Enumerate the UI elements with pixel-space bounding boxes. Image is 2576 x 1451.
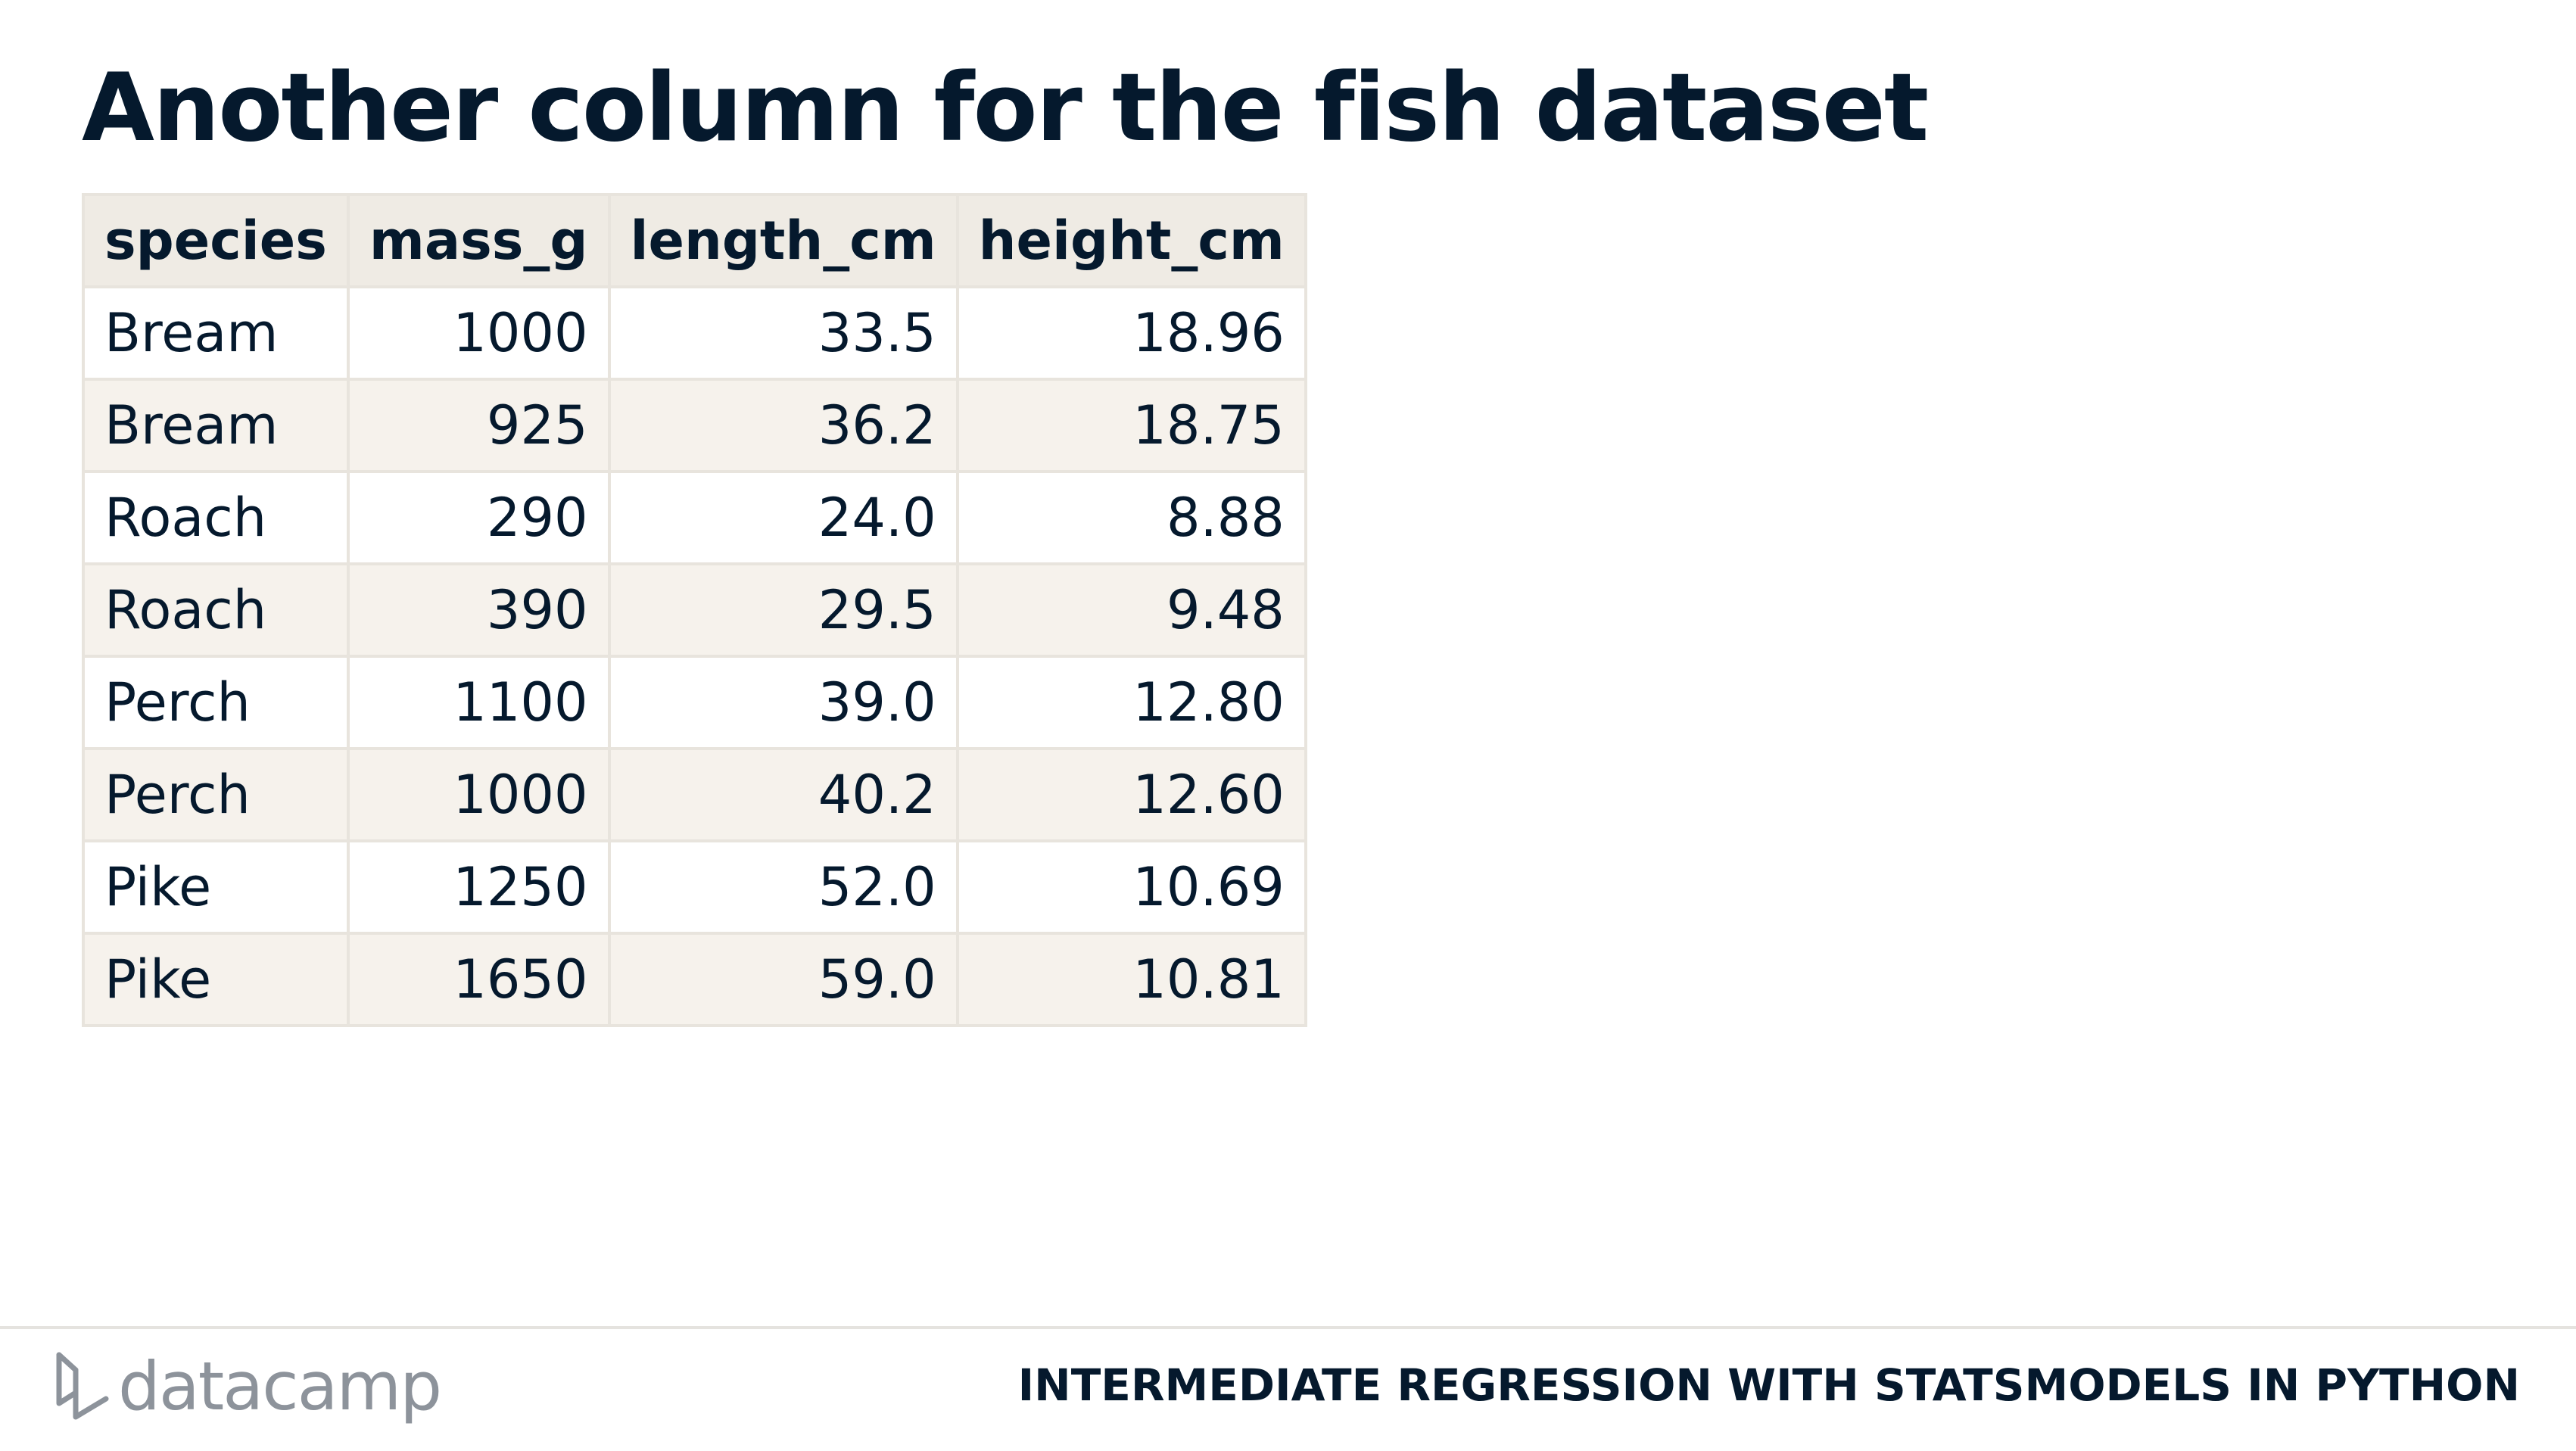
table-header: species mass_g length_cm height_cm	[82, 193, 1307, 288]
table-header-row: species mass_g length_cm height_cm	[82, 193, 1307, 288]
fish-data-table: species mass_g length_cm height_cm Bream…	[82, 193, 1307, 1027]
cell-mass-g: 390	[346, 562, 611, 658]
cell-height-cm: 8.88	[955, 470, 1307, 565]
cell-mass-g: 1000	[346, 747, 611, 842]
cell-height-cm: 9.48	[955, 562, 1307, 658]
cell-mass-g: 1250	[346, 839, 611, 935]
cell-length-cm: 59.0	[607, 932, 959, 1027]
cell-height-cm: 10.81	[955, 932, 1307, 1027]
cell-species: Pike	[82, 839, 350, 935]
cell-height-cm: 10.69	[955, 839, 1307, 935]
cell-species: Bream	[82, 378, 350, 473]
column-header-length-cm: length_cm	[607, 193, 959, 288]
slide-title: Another column for the fish dataset	[82, 54, 1929, 163]
cell-mass-g: 1000	[346, 285, 611, 381]
cell-mass-g: 1100	[346, 655, 611, 750]
cell-mass-g: 290	[346, 470, 611, 565]
table-row: Pike 1650 59.0 10.81	[82, 932, 1307, 1027]
datacamp-logo-text: datacamp	[118, 1347, 442, 1425]
table-row: Bream 1000 33.5 18.96	[82, 285, 1307, 381]
cell-length-cm: 24.0	[607, 470, 959, 565]
cell-height-cm: 12.80	[955, 655, 1307, 750]
table-row: Bream 925 36.2 18.75	[82, 378, 1307, 473]
table-row: Perch 1100 39.0 12.80	[82, 655, 1307, 750]
table-row: Perch 1000 40.2 12.60	[82, 747, 1307, 842]
cell-length-cm: 36.2	[607, 378, 959, 473]
cell-species: Roach	[82, 562, 350, 658]
cell-height-cm: 18.96	[955, 285, 1307, 381]
cell-height-cm: 18.75	[955, 378, 1307, 473]
cell-length-cm: 39.0	[607, 655, 959, 750]
datacamp-logo: datacamp	[53, 1347, 442, 1425]
column-header-height-cm: height_cm	[955, 193, 1307, 288]
cell-length-cm: 40.2	[607, 747, 959, 842]
cell-species: Perch	[82, 655, 350, 750]
cell-species: Bream	[82, 285, 350, 381]
table-row: Roach 290 24.0 8.88	[82, 470, 1307, 565]
cell-species: Roach	[82, 470, 350, 565]
course-title: INTERMEDIATE REGRESSION WITH STATSMODELS…	[1017, 1359, 2520, 1411]
table-row: Roach 390 29.5 9.48	[82, 562, 1307, 658]
cell-length-cm: 33.5	[607, 285, 959, 381]
cell-mass-g: 1650	[346, 932, 611, 1027]
cell-species: Pike	[82, 932, 350, 1027]
column-header-mass-g: mass_g	[346, 193, 611, 288]
cell-length-cm: 29.5	[607, 562, 959, 658]
table-row: Pike 1250 52.0 10.69	[82, 839, 1307, 935]
footer-divider	[0, 1326, 2576, 1329]
cell-height-cm: 12.60	[955, 747, 1307, 842]
cell-species: Perch	[82, 747, 350, 842]
cell-length-cm: 52.0	[607, 839, 959, 935]
table-body: Bream 1000 33.5 18.96 Bream 925 36.2 18.…	[82, 285, 1307, 1027]
column-header-species: species	[82, 193, 350, 288]
cell-mass-g: 925	[346, 378, 611, 473]
datacamp-logo-icon	[56, 1352, 109, 1420]
